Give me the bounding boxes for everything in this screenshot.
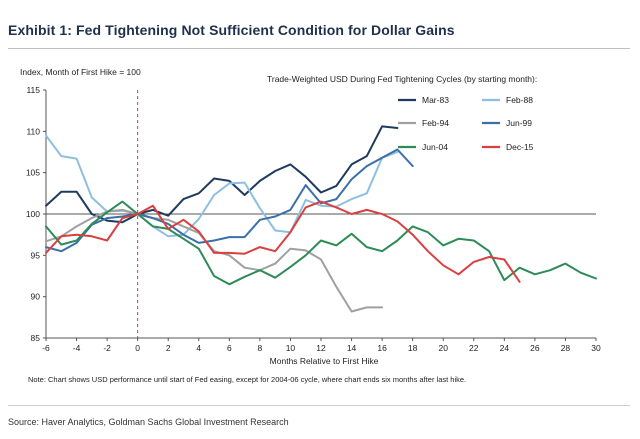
chart-legend-title: Trade-Weighted USD During Fed Tightening… <box>267 74 537 84</box>
x-tick-label: 24 <box>500 343 510 353</box>
x-tick-label: 12 <box>316 343 326 353</box>
title-divider <box>8 48 630 49</box>
x-tick-label: 10 <box>286 343 296 353</box>
x-tick-label: 18 <box>408 343 418 353</box>
series-line-jun-99 <box>45 148 414 253</box>
y-tick-label: 95 <box>31 250 41 260</box>
x-tick-label: -6 <box>42 343 50 353</box>
legend-label-feb-94: Feb-94 <box>422 118 449 128</box>
y-tick-label: 115 <box>26 85 40 95</box>
y-tick-label: 100 <box>26 209 40 219</box>
legend-label-dec-15: Dec-15 <box>506 142 534 152</box>
source-text: Source: Haver Analytics, Goldman Sachs G… <box>8 417 289 427</box>
chart-legend: Mar-83 Feb-88 Feb-94 Jun-99 Jun-04 Dec-15 <box>398 95 534 152</box>
x-tick-label: 28 <box>561 343 571 353</box>
legend-label-jun-99: Jun-99 <box>506 118 532 128</box>
source-divider <box>8 405 630 406</box>
x-tick-label: 14 <box>347 343 357 353</box>
y-axis-label: Index, Month of First Hike = 100 <box>20 67 141 77</box>
x-tick-label: -2 <box>103 343 111 353</box>
legend-label-feb-88: Feb-88 <box>506 95 533 105</box>
x-tick-label: 30 <box>591 343 601 353</box>
x-tick-label: 26 <box>530 343 540 353</box>
x-tick-label: 8 <box>258 343 263 353</box>
y-tick-label: 110 <box>26 126 40 136</box>
x-tick-label: 0 <box>135 343 140 353</box>
series-line-feb-94 <box>45 208 384 313</box>
x-tick-label: 2 <box>166 343 171 353</box>
chart-note: Note: Chart shows USD performance until … <box>28 375 467 384</box>
x-tick-label: 6 <box>227 343 232 353</box>
y-tick-label: 105 <box>26 168 40 178</box>
legend-label-mar-83: Mar-83 <box>422 95 449 105</box>
x-tick-label: 16 <box>377 343 387 353</box>
x-tick-label: -4 <box>73 343 81 353</box>
series-line-feb-88 <box>45 134 399 238</box>
legend-label-jun-04: Jun-04 <box>422 142 448 152</box>
series-line-mar-83 <box>45 125 399 224</box>
x-tick-label: 4 <box>196 343 201 353</box>
series-line-dec-15 <box>45 200 521 283</box>
y-tick-label: 90 <box>31 292 41 302</box>
y-tick-label: 85 <box>31 333 41 343</box>
exhibit-title: Exhibit 1: Fed Tightening Not Sufficient… <box>8 22 455 38</box>
x-axis-label: Months Relative to First Hike <box>270 356 379 366</box>
x-tick-label: 20 <box>438 343 448 353</box>
x-tick-label: 22 <box>469 343 479 353</box>
